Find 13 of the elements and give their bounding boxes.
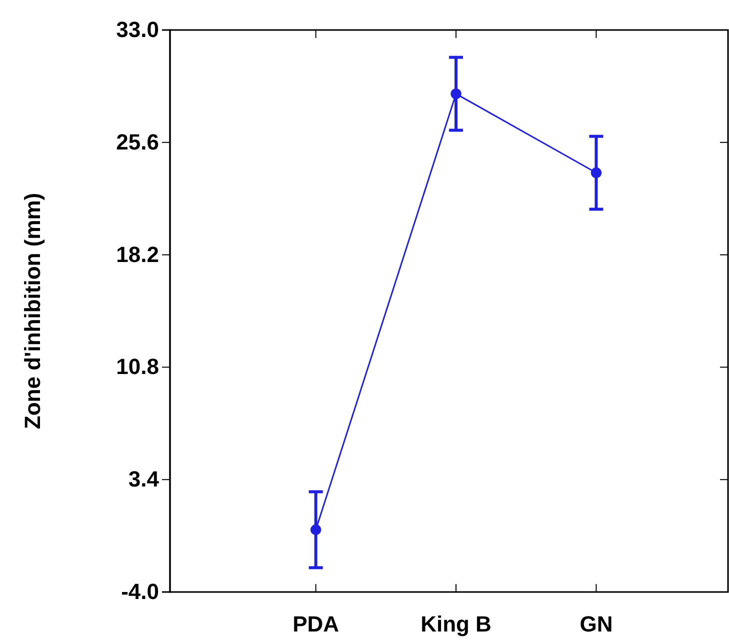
y-tick-label: 3.4 [128, 466, 160, 492]
y-tick-label: 10.8 [116, 354, 159, 380]
y-tick-label: 33.0 [116, 17, 159, 42]
x-tick-label: King B [420, 612, 492, 637]
y-tick-label: 18.2 [116, 242, 159, 267]
y-tick-label: -4.0 [121, 579, 159, 604]
y-axis-title: Zone d'inhibition (mm) [20, 192, 45, 430]
x-tick-label: GN [580, 612, 613, 637]
point [450, 88, 462, 100]
point [310, 524, 322, 536]
x-tick-label: PDA [292, 612, 340, 637]
y-tick-label: 25.6 [116, 129, 159, 154]
point [590, 167, 602, 178]
